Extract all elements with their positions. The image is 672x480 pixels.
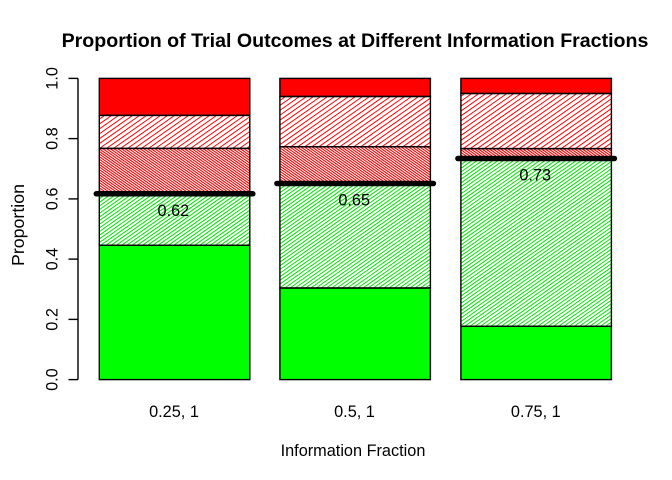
svg-text:0.6: 0.6 bbox=[43, 188, 61, 211]
svg-text:0.62: 0.62 bbox=[158, 202, 190, 220]
svg-text:0.25, 1: 0.25, 1 bbox=[149, 403, 199, 421]
svg-text:Information Fraction: Information Fraction bbox=[281, 442, 426, 460]
svg-text:0.0: 0.0 bbox=[43, 368, 61, 391]
svg-text:Proportion: Proportion bbox=[8, 184, 28, 266]
svg-text:0.4: 0.4 bbox=[43, 248, 61, 271]
svg-text:0.5, 1: 0.5, 1 bbox=[334, 403, 375, 421]
svg-text:0.75, 1: 0.75, 1 bbox=[511, 403, 561, 421]
svg-text:0.73: 0.73 bbox=[519, 167, 551, 185]
svg-text:0.65: 0.65 bbox=[338, 192, 370, 210]
svg-text:1.0: 1.0 bbox=[43, 67, 61, 90]
svg-text:Proportion of Trial Outcomes a: Proportion of Trial Outcomes at Differen… bbox=[62, 30, 649, 52]
svg-text:0.8: 0.8 bbox=[43, 127, 61, 150]
svg-text:0.2: 0.2 bbox=[43, 308, 61, 331]
